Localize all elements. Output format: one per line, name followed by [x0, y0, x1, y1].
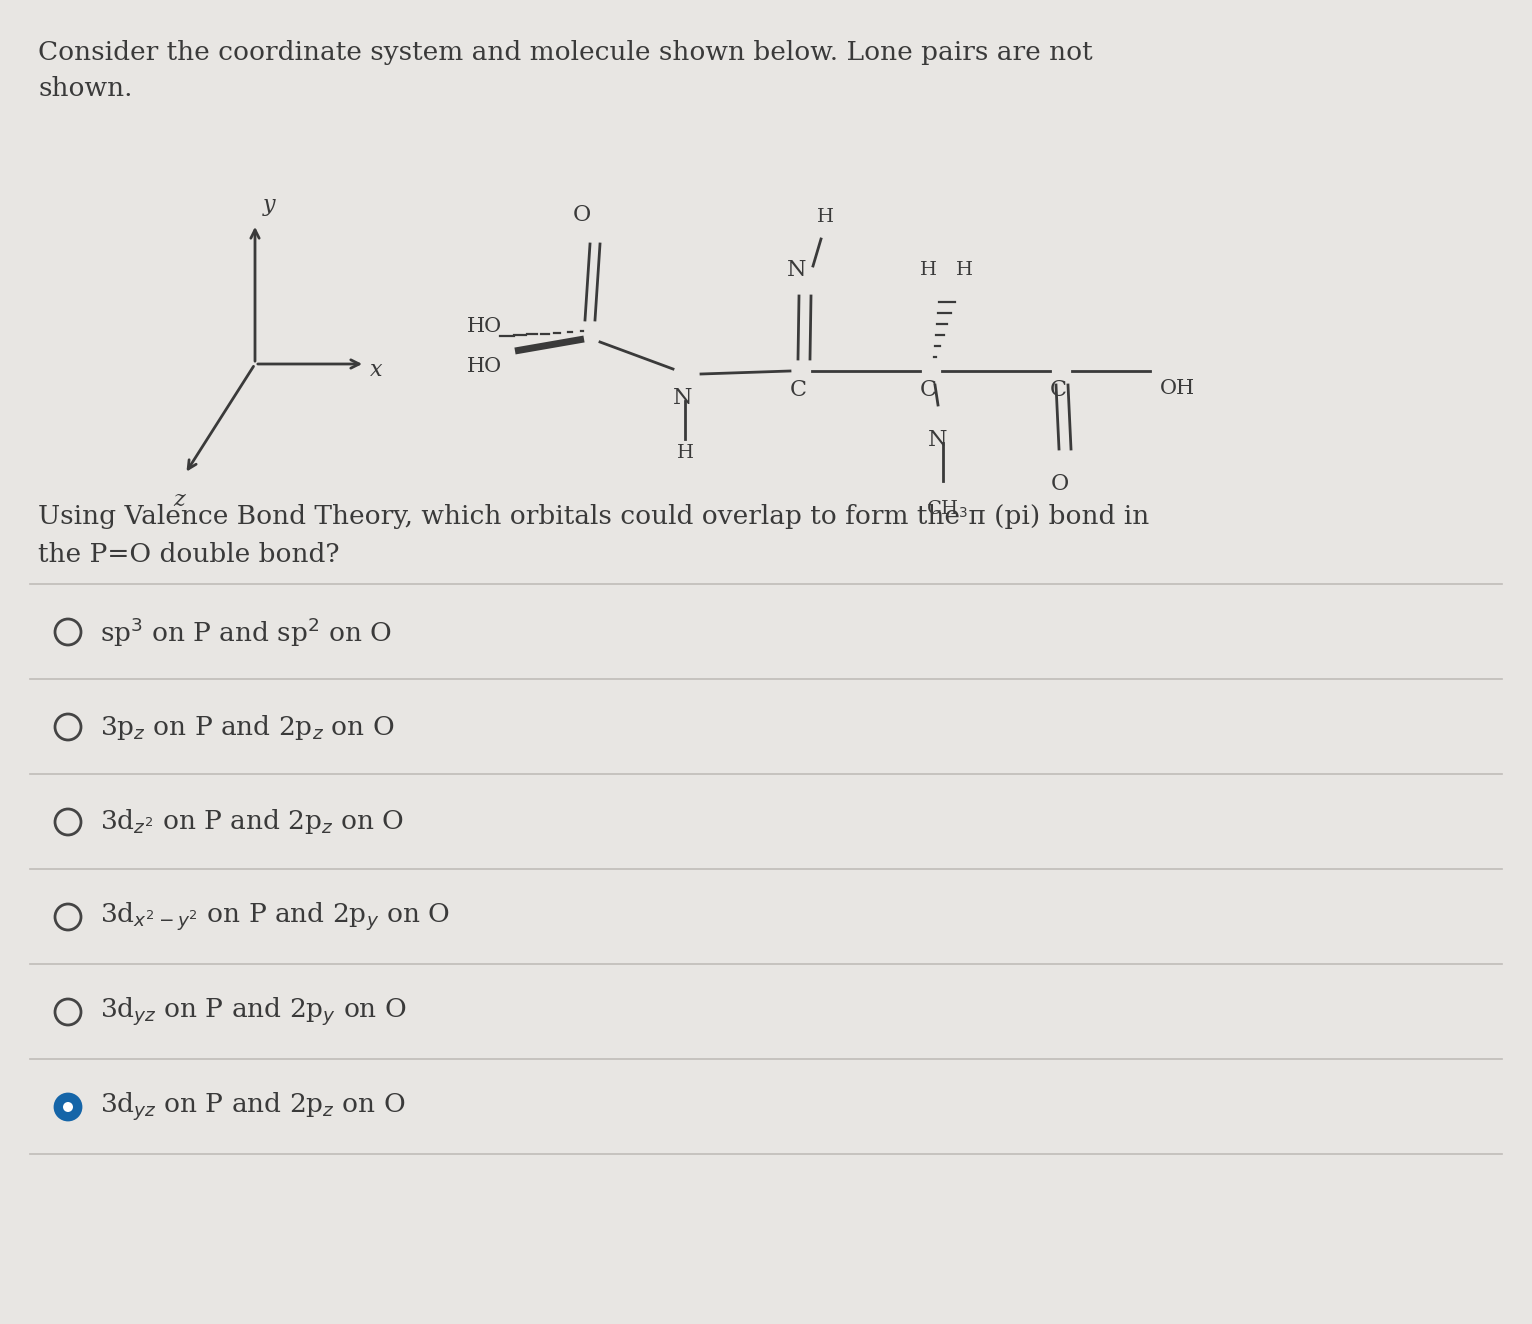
Text: 3p$_z$ on P and 2p$_z$ on O: 3p$_z$ on P and 2p$_z$ on O — [100, 712, 394, 741]
Text: shown.: shown. — [38, 75, 132, 101]
Text: Using Valence Bond Theory, which orbitals could overlap to form the π (pi) bond : Using Valence Bond Theory, which orbital… — [38, 504, 1149, 530]
Text: H: H — [677, 444, 694, 462]
Text: HO: HO — [467, 356, 502, 376]
Text: CH$_3$: CH$_3$ — [925, 499, 968, 520]
Text: HO: HO — [467, 316, 502, 335]
Text: the P=O double bond?: the P=O double bond? — [38, 542, 340, 567]
Text: 3d$_{z^2}$ on P and 2p$_z$ on O: 3d$_{z^2}$ on P and 2p$_z$ on O — [100, 808, 404, 837]
Text: 3d$_{yz}$ on P and 2p$_y$ on O: 3d$_{yz}$ on P and 2p$_y$ on O — [100, 996, 406, 1029]
Text: H: H — [817, 208, 833, 226]
Text: Consider the coordinate system and molecule shown below. Lone pairs are not: Consider the coordinate system and molec… — [38, 40, 1092, 65]
Text: OH: OH — [1160, 379, 1195, 399]
Text: y: y — [264, 195, 276, 216]
Text: O: O — [1051, 473, 1069, 495]
Text: sp$^3$ on P and sp$^2$ on O: sp$^3$ on P and sp$^2$ on O — [100, 616, 392, 649]
Text: 3d$_{x^2-y^2}$ on P and 2p$_y$ on O: 3d$_{x^2-y^2}$ on P and 2p$_y$ on O — [100, 900, 449, 933]
Text: N: N — [673, 387, 692, 409]
Text: O: O — [573, 204, 591, 226]
Text: 3d$_{yz}$ on P and 2p$_z$ on O: 3d$_{yz}$ on P and 2p$_z$ on O — [100, 1091, 406, 1123]
Circle shape — [55, 1094, 81, 1120]
Text: x: x — [371, 359, 383, 381]
Text: N: N — [928, 429, 947, 451]
Text: H: H — [956, 261, 973, 279]
Text: C: C — [921, 379, 938, 401]
Text: H: H — [921, 261, 938, 279]
Text: z: z — [173, 489, 185, 511]
Text: C: C — [791, 379, 807, 401]
Text: C: C — [1049, 379, 1066, 401]
Text: N: N — [787, 260, 806, 281]
Circle shape — [63, 1102, 74, 1112]
